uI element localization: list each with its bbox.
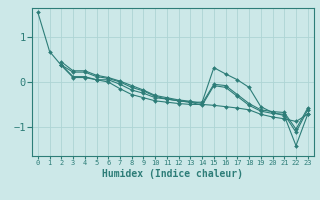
X-axis label: Humidex (Indice chaleur): Humidex (Indice chaleur) [102, 169, 243, 179]
